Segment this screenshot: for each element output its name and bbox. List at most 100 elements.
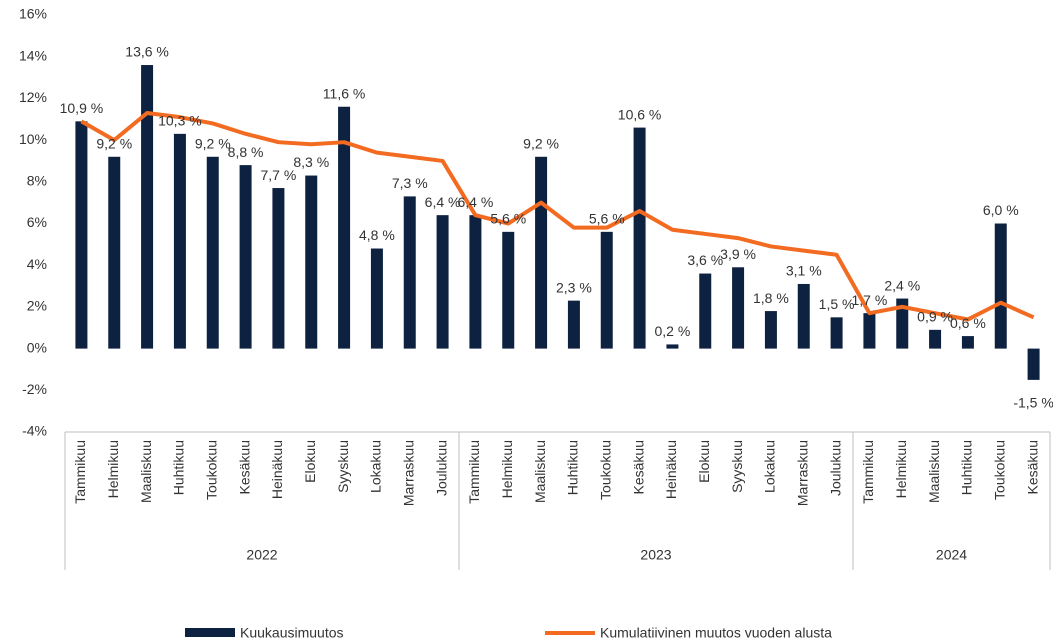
x-tick-label: Tammikuu [466,440,482,504]
x-group-label: 2022 [246,547,277,563]
data-label: 9,2 % [96,135,132,151]
x-tick-label: Heinäkuu [663,440,679,499]
bar [830,317,843,349]
bar [732,267,745,349]
bar [633,127,646,349]
x-tick-label: Maaliskuu [926,440,942,503]
y-tick-label: 16% [19,6,47,22]
y-tick-label: 8% [27,173,47,189]
bar [272,188,285,349]
bar [370,248,383,349]
bar [567,300,580,349]
data-label: 2,4 % [884,277,920,293]
data-label: 0,9 % [917,309,953,325]
y-tick-label: -2% [22,381,47,397]
legend-swatch [185,628,235,637]
x-tick-label: Syyskuu [729,440,745,493]
bar [141,65,154,349]
bar [436,215,449,349]
bar [338,106,351,349]
x-group-label: 2024 [936,547,967,563]
x-tick-label: Helmikuu [499,440,515,498]
data-label: 4,8 % [359,227,395,243]
data-label: 2,3 % [556,279,592,295]
data-label: 10,3 % [158,113,202,129]
bar [173,133,186,349]
data-label: -1,5 % [1013,395,1053,411]
data-label: 0,2 % [655,323,691,339]
x-tick-label: Huhtikuu [959,440,975,495]
data-label: 6,4 % [425,194,461,210]
x-tick-label: Marraskuu [400,440,416,506]
x-tick-label: Elokuu [302,440,318,483]
x-tick-label: Heinäkuu [269,440,285,499]
data-label: 6,4 % [458,194,494,210]
x-tick-label: Tammikuu [860,440,876,504]
x-tick-label: Lokakuu [368,440,384,493]
x-tick-label: Kesäkuu [630,440,646,494]
bar [994,223,1007,349]
y-tick-label: -4% [22,423,47,439]
data-label: 9,2 % [195,135,231,151]
data-label: 1,7 % [852,292,888,308]
y-tick-label: 14% [19,47,47,63]
bar [1027,348,1040,380]
x-tick-label: Elokuu [696,440,712,483]
bar [535,156,548,349]
data-label: 7,7 % [261,167,297,183]
bar [469,215,482,349]
y-tick-label: 12% [19,89,47,105]
bar [863,313,876,349]
data-label: 10,6 % [618,106,662,122]
bar [239,165,252,349]
data-label: 3,9 % [720,246,756,262]
data-label: 3,6 % [687,252,723,268]
data-label: 10,9 % [60,100,104,116]
x-tick-label: Maaliskuu [532,440,548,503]
y-tick-label: 6% [27,214,47,230]
bar [502,231,515,349]
bar [699,273,712,349]
data-label: 0,6 % [950,315,986,331]
bar [764,311,777,349]
legend-label: Kumulatiivinen muutos vuoden alusta [600,625,832,641]
data-label: 11,6 % [323,85,366,101]
x-group-label: 2023 [640,547,671,563]
line [80,110,1035,322]
bar [797,283,810,349]
bar [305,175,318,349]
x-tick-label: Syyskuu [335,440,351,493]
bar [403,196,416,349]
y-tick-label: 10% [19,131,47,147]
x-tick-label: Kesäkuu [236,440,252,494]
bar [600,231,613,349]
legend-label: Kuukausimuutos [240,625,344,641]
bar [75,121,88,349]
x-tick-label: Maaliskuu [138,440,154,503]
y-tick-label: 2% [27,298,47,314]
x-tick-label: Joulukuu [433,440,449,496]
x-tick-label: Helmikuu [893,440,909,498]
data-label: 1,8 % [753,290,789,306]
bar [108,156,121,349]
x-tick-label: Tammikuu [72,440,88,504]
bar [961,336,974,349]
bar [206,156,219,349]
x-tick-label: Marraskuu [794,440,810,506]
x-tick-label: Helmikuu [105,440,121,498]
data-label: 3,1 % [786,263,822,279]
x-tick-label: Huhtikuu [565,440,581,495]
x-tick-label: Lokakuu [762,440,778,493]
data-label: 8,3 % [293,154,329,170]
x-tick-label: Toukokuu [991,440,1007,500]
data-label: 9,2 % [523,135,559,151]
data-label: 5,6 % [490,211,526,227]
data-label: 7,3 % [392,175,428,191]
y-tick-label: 0% [27,339,47,355]
x-tick-label: Huhtikuu [171,440,187,495]
bar [666,344,679,349]
x-tick-label: Kesäkuu [1024,440,1040,494]
data-label: 5,6 % [589,211,625,227]
bar [896,298,909,349]
